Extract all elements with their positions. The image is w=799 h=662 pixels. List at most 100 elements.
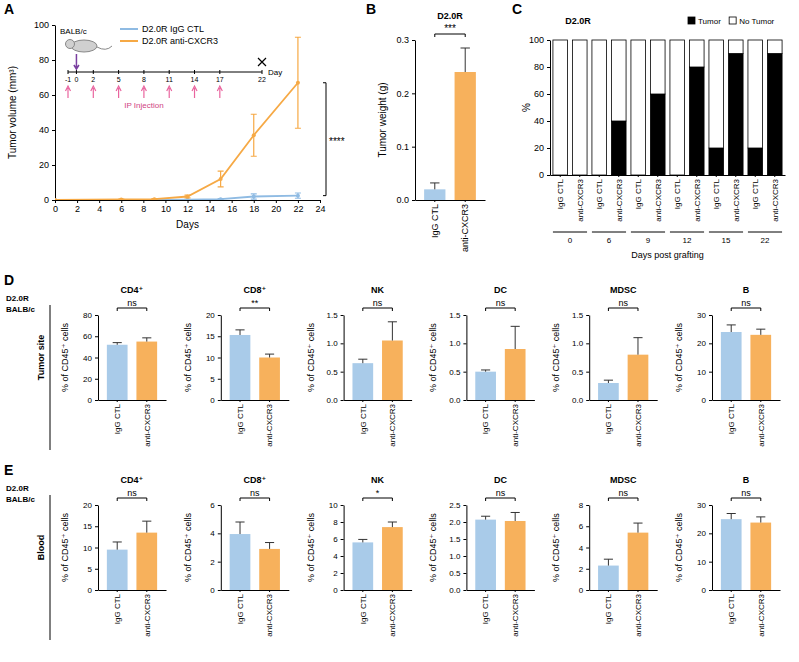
x-tick-group: IgG CTL — [359, 400, 368, 434]
significance: *** — [444, 23, 456, 34]
y-tick-group: 0.0 — [326, 396, 343, 405]
y-tick — [547, 175, 550, 176]
x-tick — [117, 400, 118, 402]
chart-title: MDSC — [610, 285, 637, 295]
plot-area — [475, 326, 525, 400]
y-tick — [95, 569, 98, 570]
x-axis-line — [99, 400, 167, 401]
group-line — [553, 232, 587, 233]
group-label: 9 — [646, 236, 651, 245]
y-tick-group: 4 — [333, 552, 343, 561]
y-tick-label: 2 — [579, 565, 584, 574]
y-axis-line — [712, 316, 713, 401]
x-tick-label: anti-CXCR3 — [265, 403, 274, 446]
timeline-tick — [143, 70, 144, 74]
y-tick-group: 0.0 — [449, 396, 466, 405]
x-tick — [392, 400, 393, 402]
x-axis-line — [221, 590, 289, 591]
y-tick-group: 20 — [83, 375, 98, 384]
y-tick-label: 0.0 — [449, 586, 461, 595]
plot-area — [352, 322, 402, 400]
x-tick-label: IgG CTL — [727, 593, 736, 624]
y-tick-group: 100 — [34, 20, 55, 30]
y-tick-label: 0 — [539, 170, 544, 180]
y-axis: 0246 — [210, 501, 221, 595]
y-tick-label: 0 — [210, 396, 215, 405]
y-tick-group: 40 — [534, 116, 550, 126]
y-tick-label: 0 — [210, 586, 215, 595]
y-tick-label: 0 — [702, 586, 707, 595]
y-tick-label: 15 — [83, 522, 92, 531]
bar — [352, 542, 373, 590]
significance: ns — [618, 298, 628, 308]
y-tick — [95, 400, 98, 401]
x-tick-group: anti-CXCR3 — [143, 400, 152, 447]
x-tick-group: IgG CTL — [113, 400, 122, 434]
y-tick — [218, 379, 221, 380]
y-axis-line — [466, 316, 467, 401]
x-tick-group: anti-CXCR3 — [576, 175, 585, 222]
x-axis: IgG CTLanti-CXCR3 — [344, 400, 412, 447]
y-tick — [463, 556, 466, 557]
x-tick-group: 22 — [293, 200, 303, 214]
plot-area — [721, 514, 771, 591]
y-tick — [547, 40, 550, 41]
y-tick — [547, 67, 550, 68]
y-tick — [52, 130, 55, 131]
bar — [352, 363, 373, 400]
y-tick-label: 5 — [210, 375, 215, 384]
y-tick — [586, 315, 589, 316]
bar — [670, 40, 685, 175]
y-tick-label: 20 — [206, 311, 215, 320]
x-axis: IgG CTLanti-CXCR3 — [221, 590, 289, 637]
injection-arrow — [66, 86, 71, 98]
y-tick-label: 10 — [697, 558, 706, 567]
x-tick-group: 18 — [249, 200, 259, 214]
y-tick-label: 10 — [206, 354, 215, 363]
y-tick-group: 1.5 — [449, 311, 466, 320]
y-tick — [547, 94, 550, 95]
y-tick-label: 0 — [333, 586, 338, 595]
bar — [598, 383, 619, 400]
y-axis: 0.00.51.01.5 — [572, 311, 590, 405]
y-tick — [463, 505, 466, 506]
y-tick-group: 2 — [579, 565, 589, 574]
y-tick-group: 0.0 — [572, 396, 589, 405]
y-tick-group: 0 — [539, 170, 550, 180]
legend-label: Tumor — [698, 17, 721, 26]
error-bar — [251, 114, 257, 156]
bar — [598, 566, 619, 590]
x-tick-label: IgG CTL — [751, 178, 760, 209]
y-tick-label: 100 — [529, 35, 544, 45]
y-axis-line — [221, 506, 222, 591]
chart-title: B — [743, 475, 750, 485]
error-bar — [430, 183, 439, 189]
y-tick-label: 2.0 — [449, 518, 461, 527]
x-tick — [99, 200, 100, 203]
error-bar — [481, 516, 490, 519]
row-label: D2.0R — [6, 484, 29, 493]
x-tick-group: IgG CTL — [430, 200, 440, 238]
y-tick-group: 20 — [534, 143, 550, 153]
y-tick-label: 0.5 — [572, 368, 584, 377]
y-axis-title: % of CD45⁺ cells — [60, 513, 70, 582]
marker — [296, 194, 300, 198]
y-tick-group: 5 — [88, 565, 98, 574]
y-tick-label: 30 — [697, 501, 706, 510]
x-tick-group: IgG CTL — [751, 175, 760, 209]
injection-arrow — [91, 86, 96, 98]
significance-bracket — [240, 308, 270, 311]
bar — [475, 372, 496, 400]
y-tick-label: 15 — [206, 332, 215, 341]
x-tick-label: 10 — [161, 204, 171, 214]
error-bar — [251, 194, 257, 199]
plot-area — [55, 37, 301, 200]
y-tick-group: 80 — [534, 62, 550, 72]
y-tick — [341, 539, 344, 540]
y-tick-group: 0 — [702, 396, 712, 405]
error-bar — [142, 338, 151, 342]
x-tick-label: anti-CXCR3 — [771, 178, 780, 221]
x-tick — [146, 590, 147, 592]
y-tick-group: 0.0 — [396, 195, 415, 205]
y-axis-title: % of CD45⁺ cells — [60, 323, 70, 392]
